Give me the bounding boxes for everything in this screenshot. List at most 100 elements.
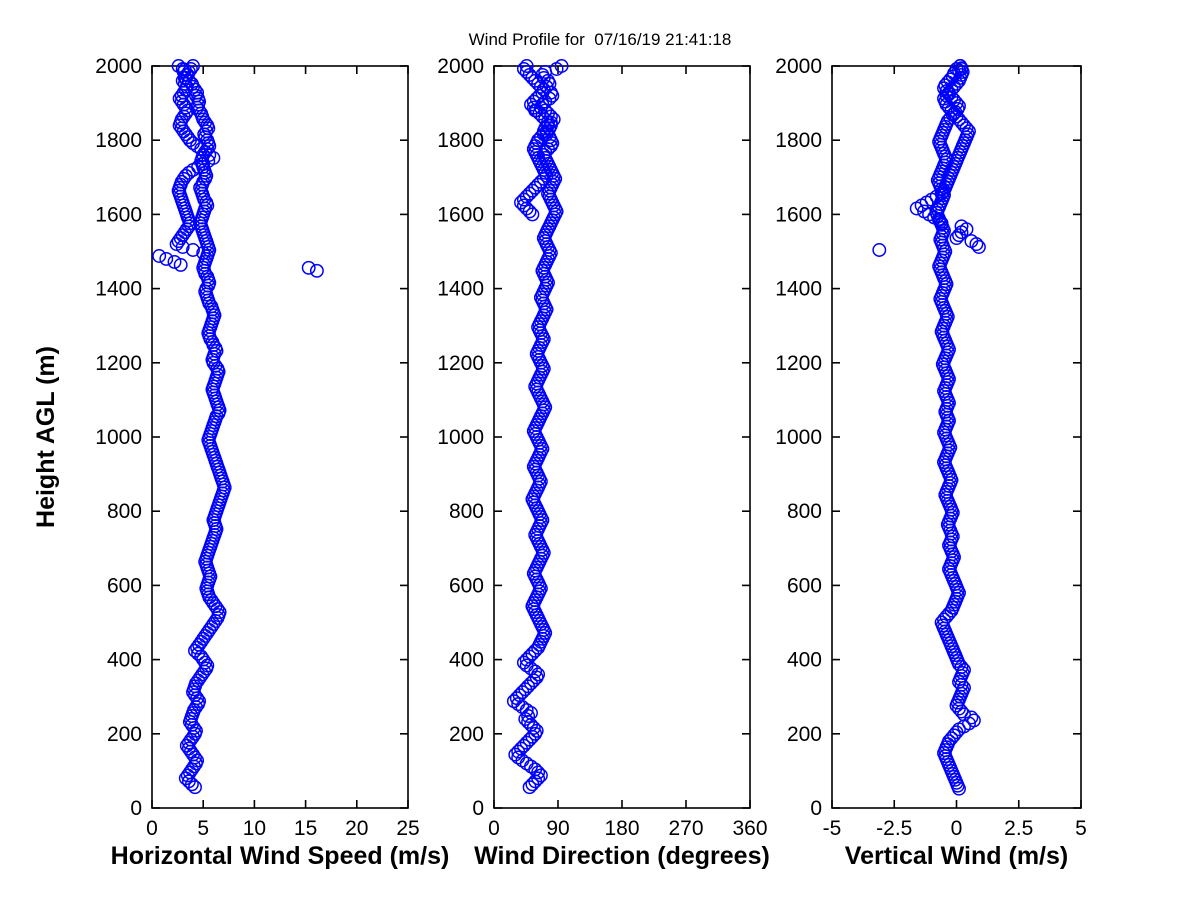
panel-wind-direction: 0 200 400 600 800 1000 1200 1400 1600 1800 2000 0 90… bbox=[437, 55, 770, 870]
x-tick-label: 0 bbox=[488, 817, 500, 840]
data-point bbox=[934, 216, 949, 231]
data-point bbox=[175, 240, 190, 254]
figure-title: Wind Profile for 07/16/19 21:41:18 bbox=[468, 30, 732, 49]
data-point bbox=[526, 720, 541, 735]
y-tick-label: 1800 bbox=[95, 129, 142, 152]
panel-vertical-wind: 0 200 400 600 800 1000 1200 1400 1600 1800 2000 -5 -… bbox=[775, 55, 1087, 870]
data-point bbox=[538, 64, 553, 79]
data-series-wind-direction bbox=[506, 59, 569, 795]
y-tick-label: 800 bbox=[787, 500, 822, 523]
x-axis-label: Horizontal Wind Speed (m/s) bbox=[111, 842, 450, 870]
data-point bbox=[964, 710, 979, 725]
data-point bbox=[181, 735, 196, 750]
y-tick-label: 600 bbox=[107, 574, 142, 597]
y-tick-label: 1200 bbox=[437, 352, 484, 375]
data-point bbox=[541, 115, 555, 130]
y-tick-label: 1000 bbox=[95, 426, 142, 449]
x-axis-label: Vertical Wind (m/s) bbox=[845, 842, 1068, 870]
x-tick-label: 20 bbox=[345, 817, 368, 840]
data-point bbox=[152, 249, 167, 263]
y-tick-label: 200 bbox=[107, 723, 142, 746]
y-tick-label: 1200 bbox=[775, 352, 822, 375]
y-tick-label: 1400 bbox=[775, 278, 822, 301]
data-point bbox=[969, 237, 984, 252]
data-point bbox=[528, 664, 543, 679]
y-tick-label: 600 bbox=[449, 574, 484, 597]
data-point bbox=[533, 79, 548, 94]
x-tick-label: 180 bbox=[604, 817, 639, 840]
x-tick-label: -5 bbox=[823, 817, 842, 840]
data-point bbox=[971, 240, 986, 254]
data-point bbox=[180, 768, 195, 783]
y-tick-label: 800 bbox=[107, 500, 142, 523]
data-point bbox=[949, 231, 964, 246]
y-tick-label: 1000 bbox=[775, 426, 822, 449]
y-tick-label: 400 bbox=[787, 649, 822, 672]
data-point bbox=[522, 204, 537, 219]
y-tick-label: 1800 bbox=[437, 129, 484, 152]
data-point bbox=[872, 243, 887, 257]
data-point bbox=[301, 260, 316, 275]
y-axis-label: Height AGL (m) bbox=[32, 346, 60, 528]
data-point bbox=[190, 640, 205, 655]
data-point bbox=[954, 704, 969, 719]
x-tick-label: 15 bbox=[294, 817, 317, 840]
data-point bbox=[309, 263, 324, 278]
y-tick-label: 2000 bbox=[95, 55, 142, 78]
y-tick-label: 1800 bbox=[775, 129, 822, 152]
x-tick-label: 2.5 bbox=[1004, 817, 1033, 840]
x-tick-label: 270 bbox=[668, 817, 703, 840]
x-tick-label: 25 bbox=[396, 817, 419, 840]
x-tick-label: 5 bbox=[197, 817, 209, 840]
y-tick-label: 0 bbox=[130, 797, 142, 820]
y-tick-label: 800 bbox=[449, 500, 484, 523]
x-tick-label: 360 bbox=[732, 817, 767, 840]
y-tick-label: 600 bbox=[787, 574, 822, 597]
y-tick-label: 2000 bbox=[775, 55, 822, 78]
data-series-vertical-wind bbox=[872, 59, 986, 796]
x-tick-label: 10 bbox=[243, 817, 266, 840]
y-tick-label: 1600 bbox=[95, 203, 142, 226]
y-tick-label: 1000 bbox=[437, 426, 484, 449]
data-point bbox=[525, 207, 540, 222]
data-series-horizontal-wind-speed bbox=[152, 59, 324, 795]
x-tick-label: 90 bbox=[546, 817, 569, 840]
data-point bbox=[519, 59, 534, 73]
y-tick-label: 2000 bbox=[437, 55, 484, 78]
data-point bbox=[519, 756, 534, 771]
data-point bbox=[519, 652, 534, 667]
data-point bbox=[909, 201, 924, 216]
data-point bbox=[174, 88, 189, 103]
y-tick-label: 1600 bbox=[437, 203, 484, 226]
data-point bbox=[528, 103, 543, 118]
data-point bbox=[531, 765, 546, 780]
y-tick-label: 0 bbox=[810, 797, 822, 820]
y-tick-label: 1200 bbox=[95, 352, 142, 375]
data-point bbox=[186, 243, 200, 257]
data-point bbox=[522, 780, 537, 795]
x-axis-label: Wind Direction (degrees) bbox=[474, 842, 770, 870]
y-tick-label: 1400 bbox=[437, 278, 484, 301]
y-tick-label: 400 bbox=[449, 649, 484, 672]
data-point bbox=[515, 700, 530, 715]
panel-horizontal-wind-speed: 0 200 400 600 800 1000 1200 1400 1600 1800 2000 0 5 1… bbox=[95, 55, 449, 870]
data-point bbox=[516, 192, 531, 207]
x-tick-label: 5 bbox=[1075, 817, 1087, 840]
y-tick-label: 1400 bbox=[95, 278, 142, 301]
data-point bbox=[526, 94, 541, 109]
y-tick-label: 0 bbox=[472, 797, 484, 820]
data-point bbox=[184, 777, 199, 792]
data-point bbox=[511, 744, 526, 759]
y-tick-label: 200 bbox=[787, 723, 822, 746]
data-point bbox=[521, 709, 536, 723]
data-point bbox=[932, 213, 947, 228]
data-point bbox=[173, 257, 188, 272]
x-tick-label: 0 bbox=[951, 817, 963, 840]
data-point bbox=[188, 780, 202, 795]
x-tick-label: 0 bbox=[146, 817, 158, 840]
data-point bbox=[167, 254, 182, 269]
data-point bbox=[196, 246, 211, 260]
y-tick-label: 1600 bbox=[775, 203, 822, 226]
